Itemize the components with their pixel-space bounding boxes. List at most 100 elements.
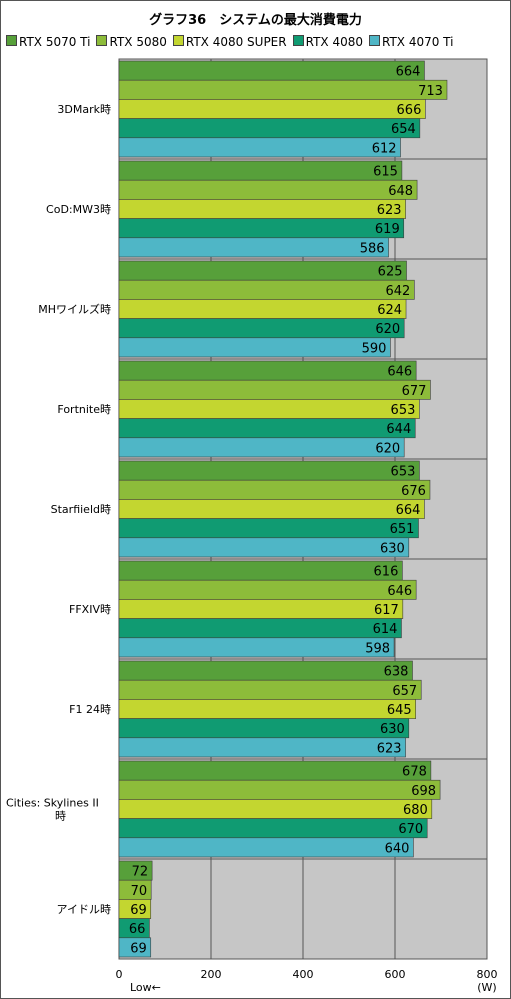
- value-label-5-1: 646: [387, 584, 412, 599]
- legend-swatch-3: [292, 35, 304, 46]
- bar-5-0: [118, 560, 403, 581]
- value-label-0-2: 666: [397, 103, 422, 118]
- value-label-2-1: 642: [385, 284, 410, 299]
- bar-0-3: [118, 118, 421, 139]
- bar-2-0: [118, 260, 407, 281]
- value-label-5-0: 616: [374, 565, 399, 580]
- value-label-5-3: 614: [373, 622, 398, 637]
- bar-5-2: [118, 599, 404, 619]
- bar-5-1: [118, 579, 417, 600]
- chart-title: グラフ36 システムの最大消費電力: [149, 13, 362, 28]
- bar-3-4: [118, 437, 405, 458]
- value-label-3-3: 644: [386, 422, 411, 437]
- x-tick-label-3: 600: [385, 968, 406, 981]
- value-label-2-4: 590: [362, 341, 387, 356]
- x-tick-label-1: 200: [201, 968, 222, 981]
- bar-2-4: [118, 337, 391, 358]
- value-label-6-3: 630: [380, 722, 405, 737]
- value-label-4-0: 653: [391, 465, 416, 480]
- legend-swatch-2: [172, 35, 184, 46]
- value-label-7-3: 670: [398, 822, 423, 837]
- value-label-7-4: 640: [385, 841, 410, 856]
- value-label-4-2: 664: [396, 503, 421, 518]
- legend-item-1: RTX 5080: [96, 35, 167, 49]
- value-label-6-4: 623: [377, 741, 402, 756]
- legend-item-2: RTX 4080 SUPER: [172, 35, 287, 49]
- value-label-3-0: 646: [387, 365, 412, 380]
- legend-swatch-4: [368, 35, 380, 46]
- legend-label-0: RTX 5070 Ti: [19, 35, 91, 49]
- category-label-0: 3DMark時: [57, 103, 111, 116]
- x-tick-label-4: 800: [477, 968, 498, 981]
- bar-6-2: [118, 699, 417, 719]
- value-label-8-3: 66: [129, 922, 146, 937]
- value-label-1-0: 615: [373, 165, 398, 180]
- bar-6-0: [118, 660, 413, 681]
- bar-1-3: [118, 218, 405, 239]
- legend-swatch-1: [96, 35, 108, 46]
- legend-label-2: RTX 4080 SUPER: [185, 35, 287, 49]
- value-label-1-3: 619: [375, 222, 400, 237]
- value-label-3-2: 653: [391, 403, 416, 418]
- value-label-0-4: 612: [372, 141, 397, 156]
- bar-0-0: [118, 60, 425, 81]
- bar-0-4: [118, 137, 401, 158]
- bar-7-2: [118, 799, 433, 819]
- bar-4-4: [118, 537, 410, 558]
- category-label-7-line0: Cities: Skylines II: [6, 797, 99, 810]
- value-label-7-0: 678: [402, 765, 427, 780]
- bar-1-0: [118, 160, 403, 181]
- value-label-0-1: 713: [418, 84, 443, 99]
- bar-6-1: [118, 679, 422, 700]
- bar-2-1: [118, 279, 415, 300]
- bar-1-2: [118, 199, 406, 219]
- category-label-6: F1 24時: [69, 703, 111, 716]
- bar-6-4: [118, 737, 406, 758]
- value-label-6-1: 657: [392, 684, 417, 699]
- value-label-8-4: 69: [130, 941, 147, 956]
- bar-6-3: [118, 718, 410, 739]
- category-label-1: CoD:MW3時: [46, 203, 111, 216]
- value-label-8-2: 69: [130, 903, 147, 918]
- bar-7-4: [118, 837, 414, 858]
- category-label-4: Starfiield時: [51, 503, 111, 516]
- value-label-8-0: 72: [132, 865, 149, 880]
- value-label-5-2: 617: [374, 603, 399, 618]
- x-tick-label-2: 400: [293, 968, 314, 981]
- bar-0-2: [118, 99, 426, 119]
- bar-5-4: [118, 637, 395, 658]
- value-label-1-4: 586: [360, 241, 385, 256]
- bar-3-1: [118, 379, 431, 400]
- value-label-1-2: 623: [377, 203, 402, 218]
- category-label-3: Fortnite時: [57, 403, 111, 416]
- direction-label: Low←: [130, 981, 161, 994]
- value-label-7-1: 698: [411, 784, 436, 799]
- bar-8-4: [118, 937, 152, 958]
- value-label-1-1: 648: [388, 184, 413, 199]
- bar-2-3: [118, 318, 405, 339]
- bar-5-3: [118, 618, 402, 639]
- value-label-8-1: 70: [131, 884, 148, 899]
- category-label-5: FFXIV時: [69, 603, 111, 616]
- legend-label-4: RTX 4070 Ti: [381, 35, 454, 49]
- value-label-3-4: 620: [375, 441, 400, 456]
- value-label-4-3: 651: [390, 522, 415, 537]
- value-label-0-0: 664: [396, 65, 421, 80]
- bar-2-2: [118, 299, 407, 319]
- legend-label-3: RTX 4080: [305, 35, 363, 49]
- bar-3-2: [118, 399, 420, 419]
- category-label-8: アイドル時: [57, 903, 111, 916]
- legend-swatch-0: [6, 35, 17, 46]
- bar-4-0: [118, 460, 420, 481]
- bar-4-2: [118, 499, 425, 519]
- legend-item-4: RTX 4070 Ti: [368, 35, 454, 49]
- value-label-5-4: 598: [365, 641, 390, 656]
- value-label-4-1: 676: [401, 484, 426, 499]
- legend-label-1: RTX 5080: [109, 35, 167, 49]
- x-tick-label-0: 0: [116, 968, 123, 981]
- bar-7-3: [118, 818, 428, 839]
- bar-1-4: [118, 237, 389, 258]
- bar-3-0: [118, 360, 417, 381]
- legend: RTX 5070 Ti RTX 5080 RTX 4080 SUPER RTX 408…: [6, 35, 459, 49]
